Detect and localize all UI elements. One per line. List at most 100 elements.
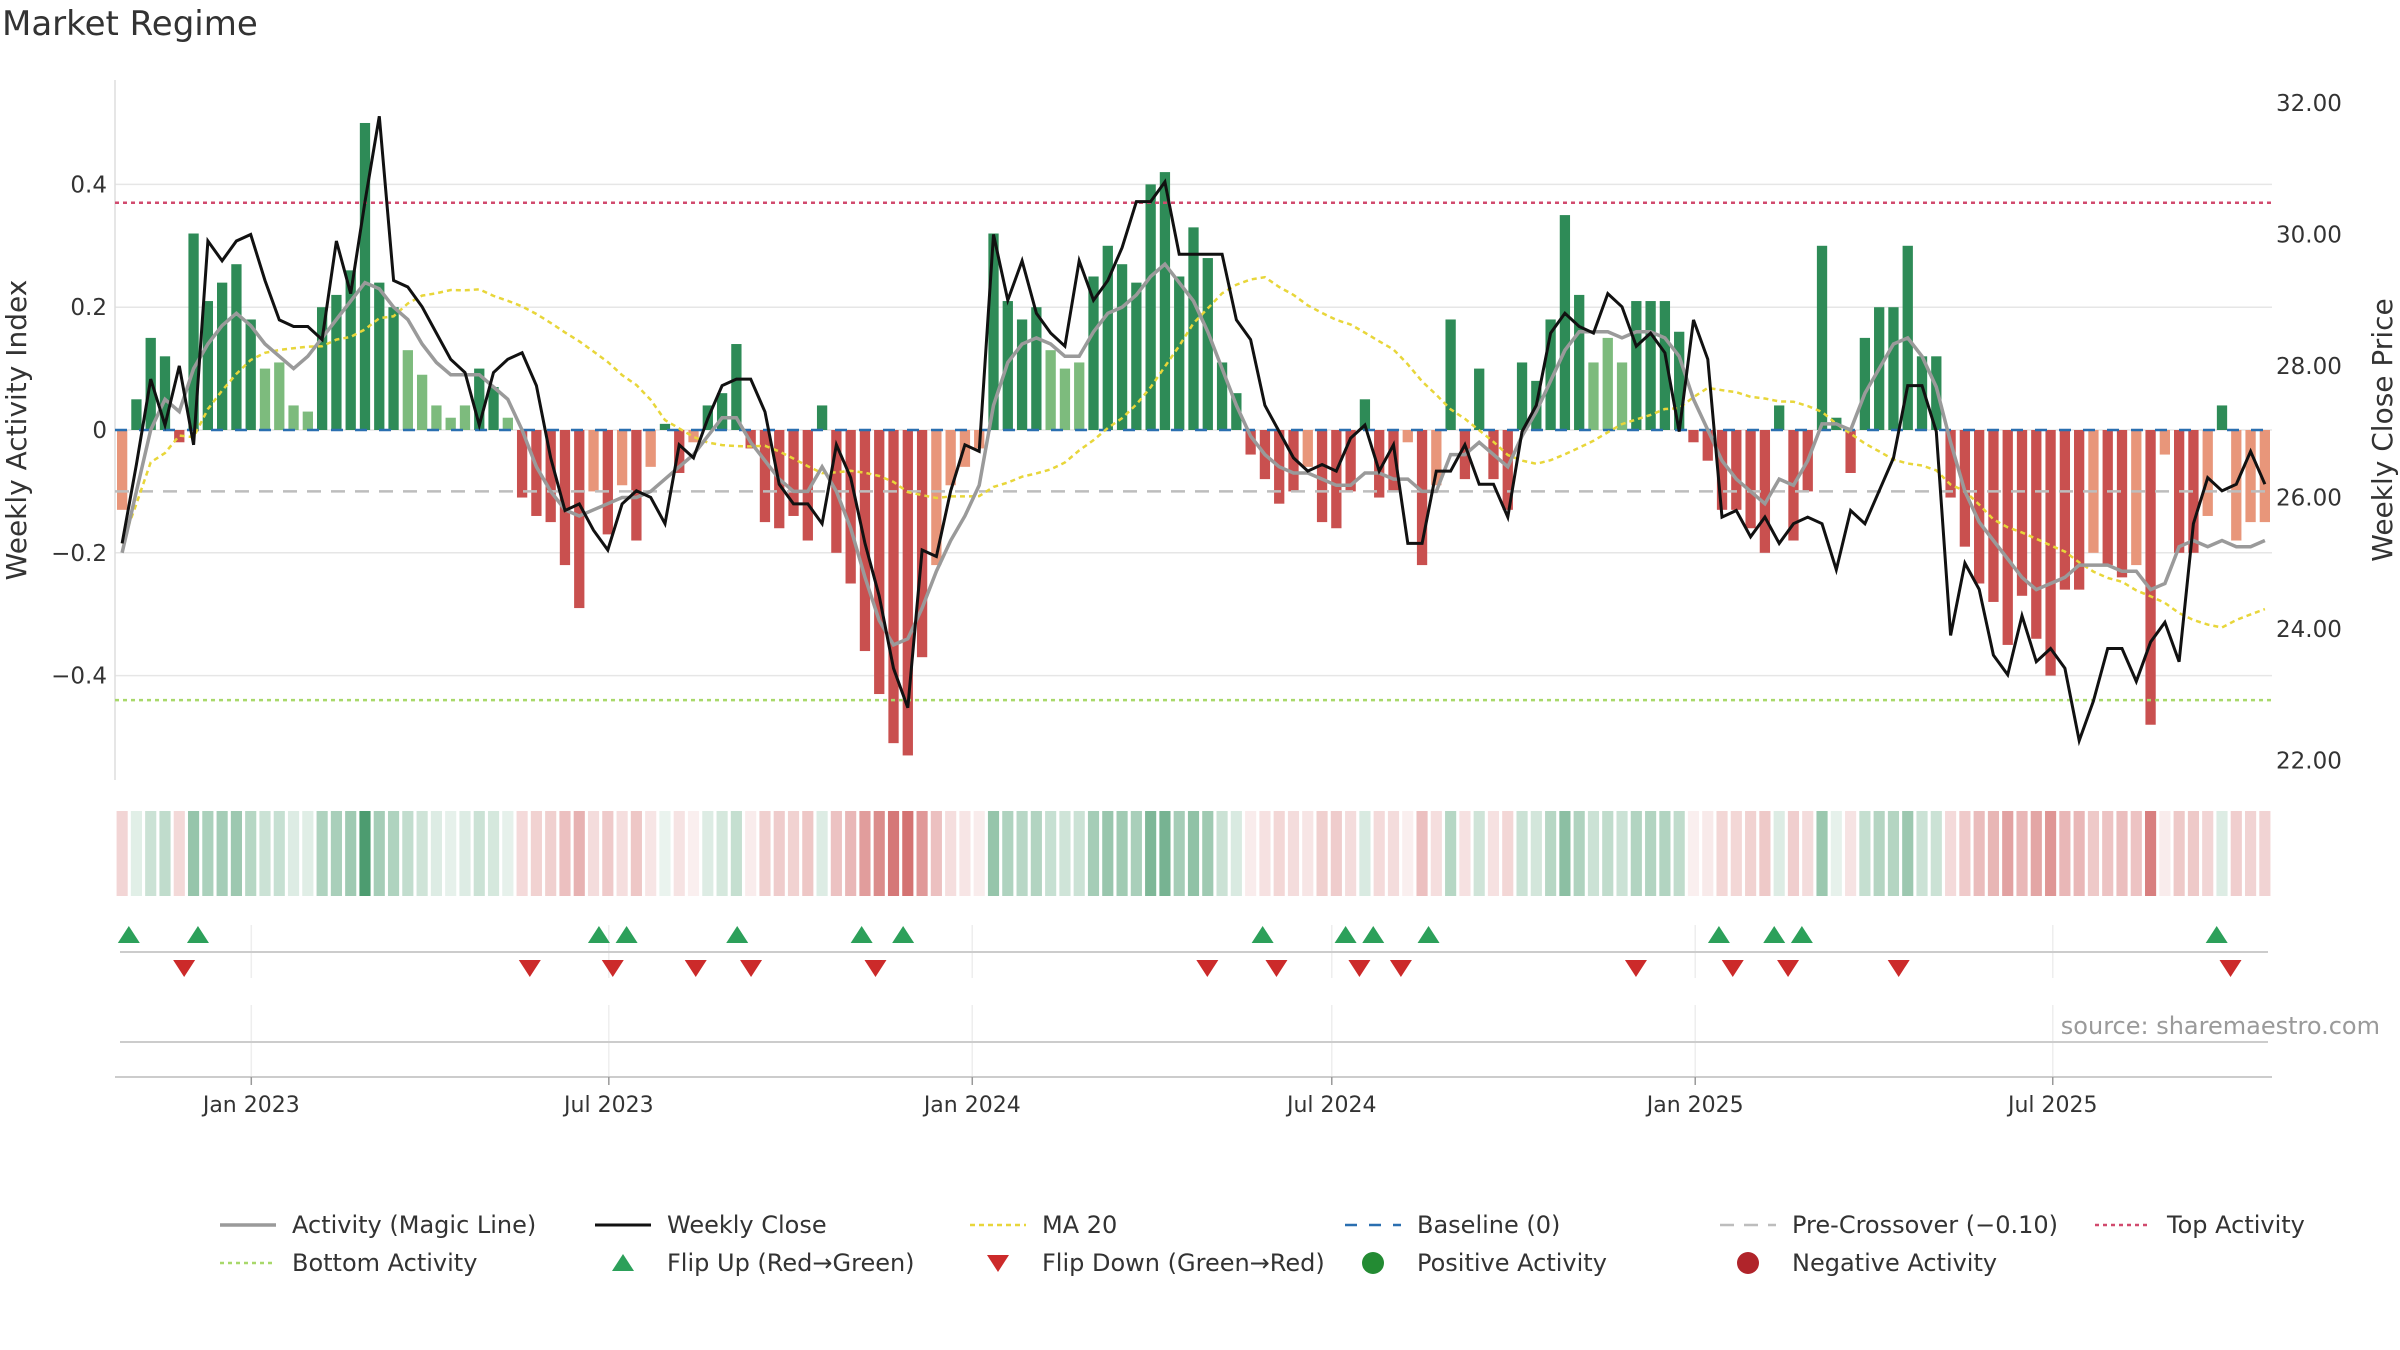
- activity-bar: [359, 122, 371, 430]
- regime-strip-cell: [630, 811, 642, 896]
- activity-bar: [1745, 430, 1756, 529]
- activity-bar: [374, 282, 385, 430]
- regime-strip-cell: [1930, 811, 1942, 896]
- activity-bar: [1616, 362, 1628, 430]
- activity-bar: [1845, 430, 1856, 473]
- legend-label: Baseline (0): [1417, 1211, 1560, 1239]
- regime-strip-cell: [2116, 811, 2128, 896]
- flip-up-marker: [1334, 926, 1357, 943]
- activity-bar: [888, 430, 899, 744]
- regime-strip-cell: [1359, 811, 1371, 896]
- activity-bar: [2074, 430, 2085, 590]
- regime-strip-cell: [1245, 811, 1257, 896]
- regime-strip-cell: [2030, 811, 2042, 896]
- regime-strip-cell: [1516, 811, 1528, 896]
- flip-down-marker: [1389, 960, 1412, 977]
- regime-strip-cell: [659, 811, 671, 896]
- activity-bar: [1374, 430, 1385, 498]
- regime-strip-cell: [830, 811, 842, 896]
- activity-bar: [2159, 430, 2171, 455]
- activity-bar: [2259, 430, 2270, 523]
- right-tick-label: 28.00: [2276, 354, 2342, 380]
- flip-up-marker: [1417, 926, 1440, 943]
- activity-bar: [1388, 430, 1399, 492]
- activity-bar: [1131, 282, 1142, 430]
- regime-strip-cell: [1616, 811, 1628, 896]
- regime-strip-cell: [559, 811, 571, 896]
- activity-bar: [759, 430, 771, 523]
- regime-strip-cell: [1173, 811, 1185, 896]
- regime-strip-cell: [159, 811, 171, 896]
- x-axis: Jan 2023 Jul 2023 Jan 2024 Jul 2024 Jan 2025…: [115, 1076, 2272, 1118]
- regime-strip-cell: [1073, 811, 1085, 896]
- regime-strip-cell: [273, 811, 285, 896]
- regime-strip-cell: [1102, 811, 1114, 896]
- legend-item-top: Top Activity: [2095, 1211, 2305, 1239]
- regime-strip-cell: [1373, 811, 1385, 896]
- legend-item-ma20: MA 20: [970, 1211, 1117, 1239]
- left-axis-label: Weekly Activity Index: [0, 280, 33, 581]
- regime-strip-cell: [2173, 811, 2185, 896]
- flip-up-marker: [1790, 926, 1813, 943]
- regime-strip-cell: [502, 811, 514, 896]
- legend-label: Flip Down (Green→Red): [1042, 1249, 1325, 1277]
- regime-strip-cell: [1559, 811, 1571, 896]
- flip-down-marker: [518, 960, 541, 977]
- activity-bar: [916, 430, 928, 658]
- empty-panel: [120, 1005, 2268, 1077]
- activity-bar: [559, 430, 571, 566]
- flip-down-marker: [740, 960, 763, 977]
- regime-strip-cell: [1502, 811, 1514, 896]
- regime-strip-cell: [487, 811, 500, 896]
- regime-strip-cell: [2245, 811, 2257, 896]
- regime-strip-cell: [1445, 811, 1457, 896]
- activity-bar: [2059, 430, 2071, 590]
- legend-item-bottom: Bottom Activity: [220, 1249, 477, 1277]
- activity-bar: [116, 430, 128, 510]
- regime-strip-cell: [930, 811, 942, 896]
- activity-bar: [945, 430, 956, 486]
- regime-strip-cell: [573, 811, 585, 896]
- regime-strip-cell: [745, 811, 757, 896]
- activity-bar: [816, 405, 828, 430]
- regime-strip-cell: [1130, 811, 1142, 896]
- regime-strip-cell: [402, 811, 414, 896]
- activity-bar: [545, 430, 556, 523]
- regime-strip-cell: [2187, 811, 2200, 896]
- activity-bar: [1974, 430, 1985, 584]
- activity-bar: [2002, 430, 2013, 645]
- regime-strip-cell: [1287, 811, 1300, 896]
- activity-bar: [988, 233, 999, 430]
- flip-down-marker: [684, 960, 707, 977]
- activity-bar: [1916, 356, 1928, 430]
- regime-strip-cell: [1802, 811, 1814, 896]
- regime-strip: [116, 811, 2271, 896]
- activity-bar: [1031, 307, 1042, 430]
- flip-up-marker: [892, 926, 915, 943]
- x-tick-label: Jul 2024: [1285, 1093, 1377, 1118]
- regime-strip-cell: [1345, 811, 1357, 896]
- legend-label: Flip Up (Red→Green): [667, 1249, 915, 1277]
- regime-strip-cell: [1059, 811, 1071, 896]
- activity-bar: [602, 430, 613, 535]
- flip-up-marker: [186, 926, 209, 943]
- x-tick-label: Jul 2025: [2006, 1093, 2098, 1118]
- regime-strip-cell: [1087, 811, 1100, 896]
- activity-bar: [188, 233, 199, 430]
- x-tick-label: Jan 2023: [201, 1093, 300, 1118]
- activity-bar: [2216, 405, 2228, 430]
- regime-strip-cell: [1587, 811, 1600, 896]
- magic-line: [120, 261, 2266, 648]
- right-axis: 32.00 30.00 28.00 26.00 24.00 22.00 Weekly Clo…: [2276, 91, 2399, 774]
- flip-down-marker: [864, 960, 887, 977]
- activity-bar: [2131, 430, 2142, 566]
- regime-strip-cell: [130, 811, 142, 896]
- left-tick-label: 0.2: [70, 295, 107, 321]
- activity-bar: [1145, 184, 1156, 430]
- legend-swatch: [1737, 1252, 1759, 1274]
- activity-bar: [2145, 430, 2156, 725]
- activity-bar: [659, 423, 671, 430]
- activity-bar: [1731, 430, 1742, 510]
- legend-item-flipdown: Flip Down (Green→Red): [987, 1249, 1325, 1277]
- activity-bar: [388, 307, 399, 430]
